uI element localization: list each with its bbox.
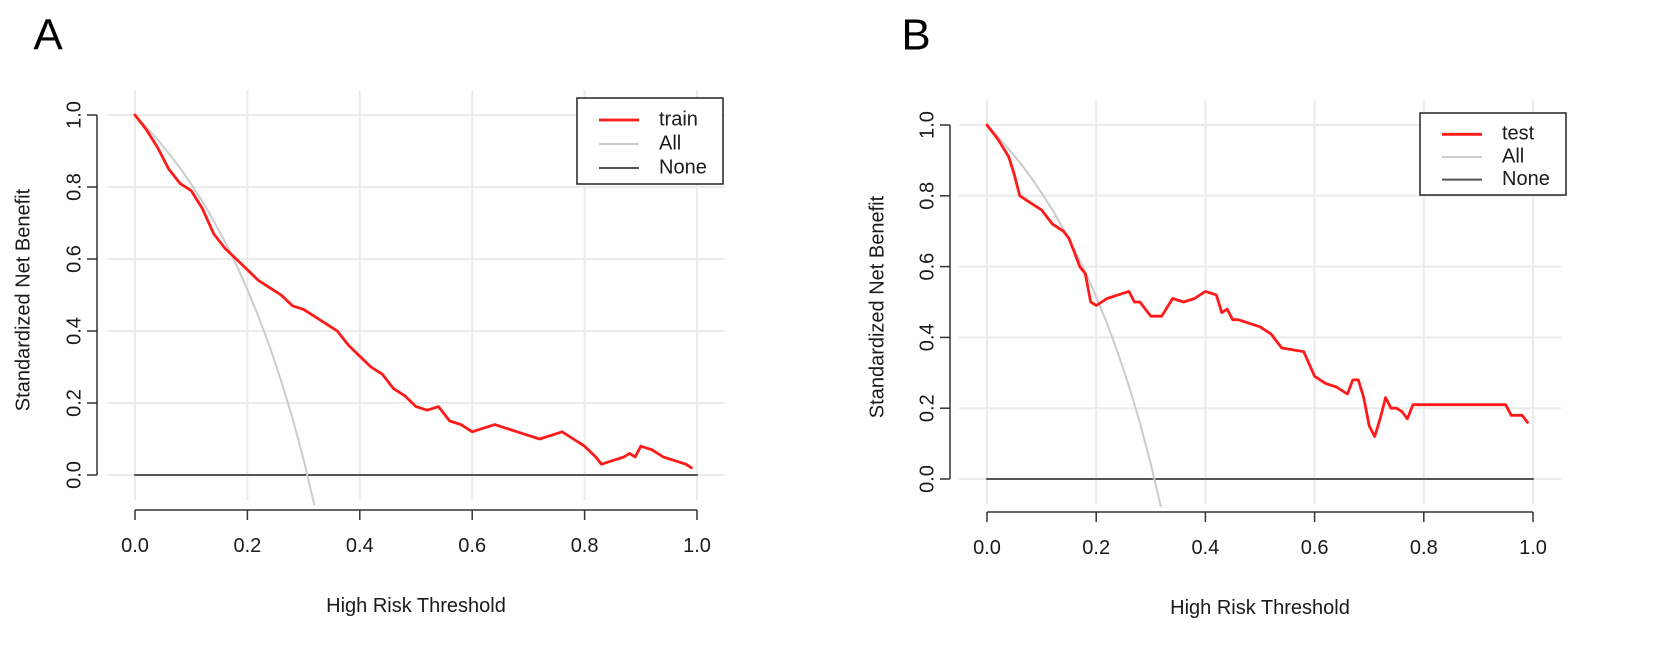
x-tick-label: 1.0: [683, 535, 711, 557]
x-tick-label: 0.4: [1191, 537, 1219, 559]
x-tick-label: 0.0: [973, 537, 1001, 559]
legend-label-none: None: [659, 156, 707, 178]
y-axis-label: Standardized Net Benefit: [12, 188, 34, 411]
y-tick-label: 1.0: [916, 111, 938, 139]
chart-panel-b: 0.0 0.2 0.4 0.6 0.8 1.0 0.0 0.2 0.4 0.6 0.8 1.0 High…: [866, 11, 1567, 619]
x-tick-label: 0.6: [1301, 537, 1329, 559]
series-line-all: [986, 124, 1162, 507]
x-tick-label: 0.4: [346, 535, 374, 557]
legend-label-all: All: [659, 132, 681, 154]
x-axis-label: High Risk Threshold: [326, 595, 506, 617]
y-tick-label: 1.0: [63, 101, 85, 129]
y-tick-label: 0.6: [916, 253, 938, 281]
series-line-all: [134, 114, 316, 505]
panel-label: B: [901, 11, 930, 60]
y-tick-label: 0.0: [63, 461, 85, 489]
x-tick-label: 1.0: [1519, 537, 1547, 559]
x-tick-label: 0.2: [1082, 537, 1110, 559]
x-tick-label: 0.0: [121, 535, 149, 557]
series-line-train: [133, 113, 693, 470]
x-tick-label: 0.8: [1410, 537, 1438, 559]
legend-label-none: None: [1502, 168, 1550, 190]
panel-label: A: [33, 11, 63, 60]
legend-box: [576, 97, 724, 185]
x-tick-label: 0.6: [458, 535, 486, 557]
y-axis-label: Standardized Net Benefit: [866, 195, 888, 418]
chart-panel-a: 0.0 0.2 0.4 0.6 0.8 1.0 0.0 0.2 0.4 0.6 0.8 1.0 High…: [12, 11, 725, 617]
y-tick-label: 0.6: [63, 245, 85, 273]
y-tick-label: 0.4: [63, 317, 85, 345]
y-tick-label: 0.8: [63, 173, 85, 201]
x-axis-label: High Risk Threshold: [1170, 597, 1350, 619]
x-tick-label: 0.2: [233, 535, 261, 557]
x-tick-label: 0.8: [571, 535, 599, 557]
y-tick-label: 0.2: [916, 394, 938, 422]
legend-box: [1419, 112, 1567, 196]
y-tick-label: 0.0: [916, 465, 938, 493]
y-tick-label: 0.8: [916, 182, 938, 210]
legend-label-all: All: [1502, 145, 1524, 167]
legend-label-train: train: [659, 108, 698, 130]
y-tick-label: 0.4: [916, 323, 938, 351]
legend-label-test: test: [1502, 123, 1535, 145]
series-line-test: [985, 123, 1529, 438]
y-tick-label: 0.2: [63, 389, 85, 417]
